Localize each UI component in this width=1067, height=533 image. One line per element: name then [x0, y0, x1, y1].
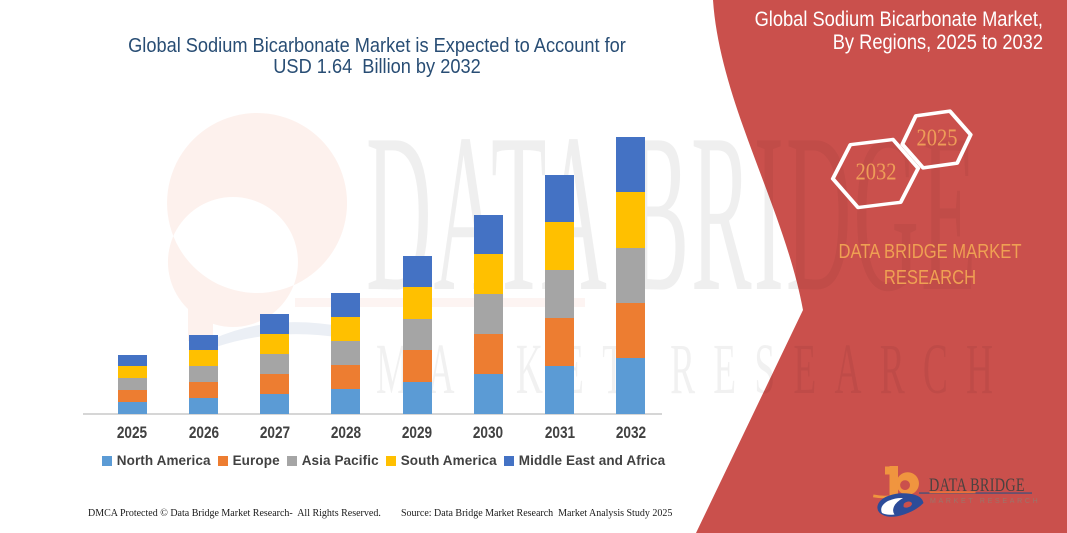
- svg-text:MARKET RESEARCH: MARKET RESEARCH: [930, 498, 1040, 505]
- svg-text:DATA BRIDGE: DATA BRIDGE: [929, 474, 1025, 495]
- svg-text:2025: 2025: [917, 126, 958, 152]
- svg-text:DATA BRIDGE: DATA BRIDGE: [366, 88, 978, 339]
- svg-text:2032: 2032: [856, 160, 897, 186]
- svg-text:MARKET RESEARCH: MARKET RESEARCH: [376, 330, 1011, 409]
